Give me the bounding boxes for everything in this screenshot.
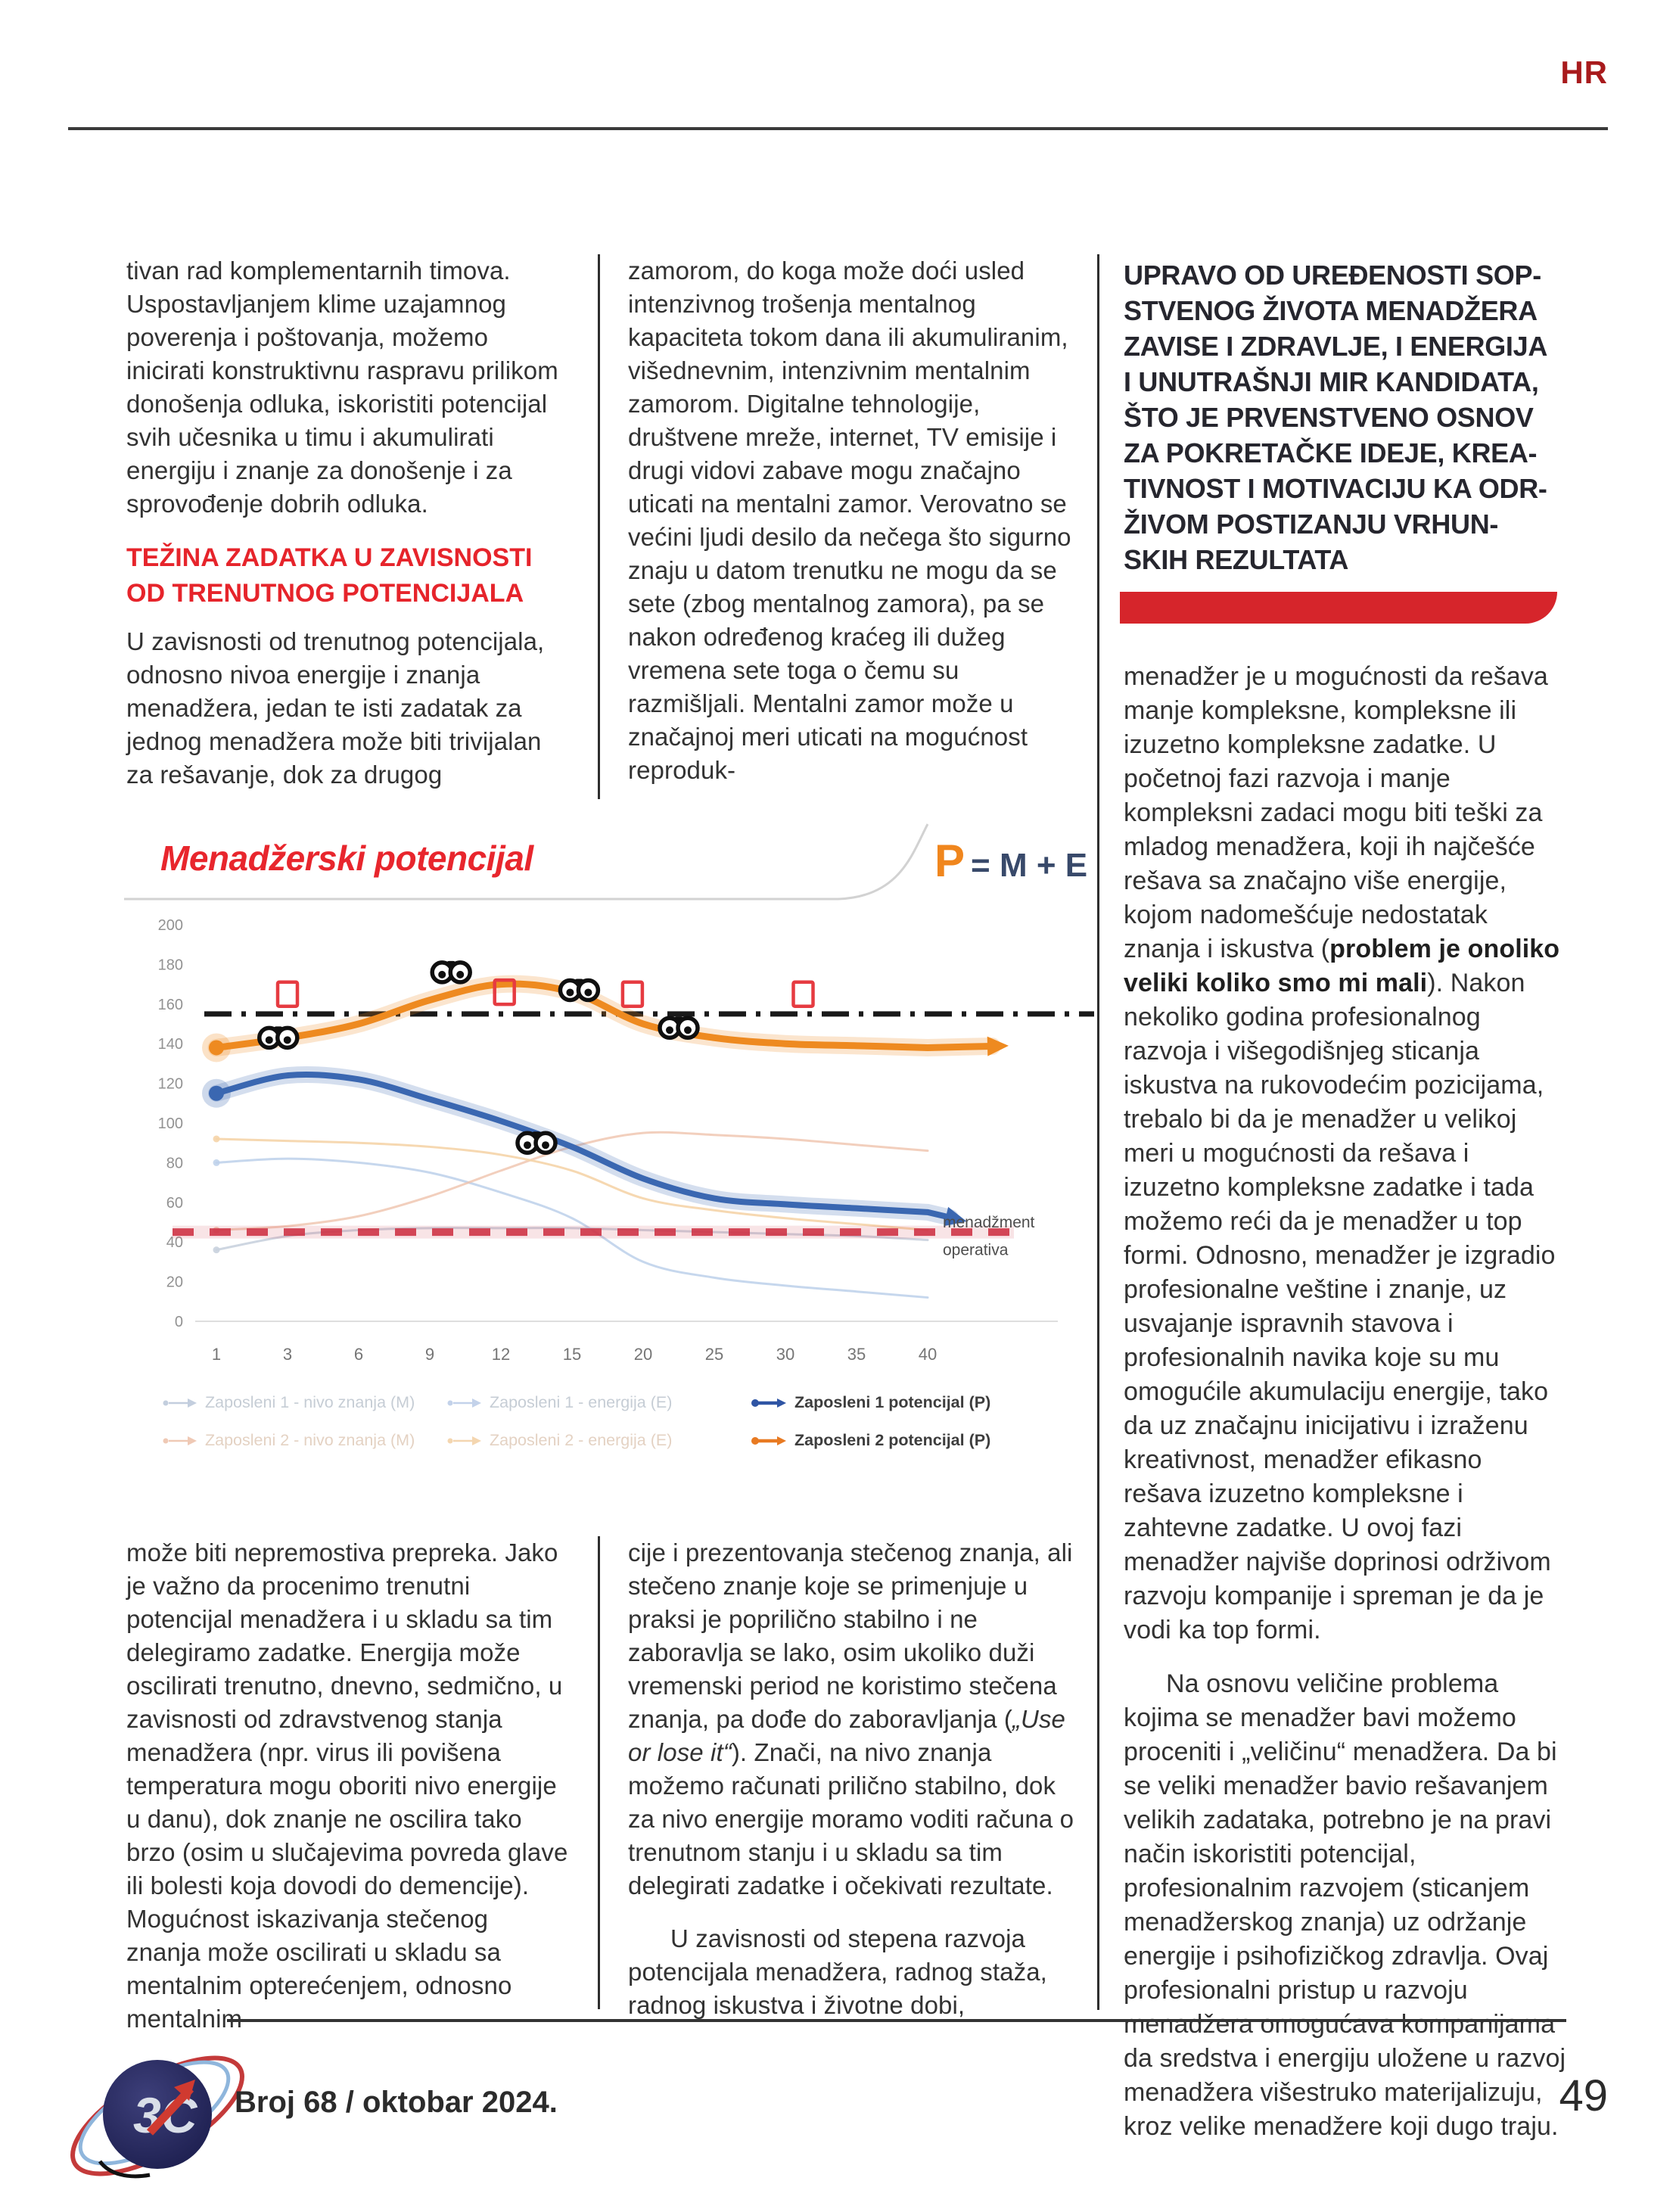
series-line-zaposleni-1-potencijal-(p) — [213, 1071, 953, 1221]
paragraph: zamorom, do koga može doći usled intenzi… — [628, 257, 1071, 784]
pull-quote-heading: UPRAVO OD UREĐENOSTI SOP- STVENOG ŽIVOTA… — [1124, 260, 1548, 575]
x-tick-label: 25 — [705, 1345, 723, 1364]
y-tick-label: 40 — [166, 1234, 183, 1251]
x-tick-label: 9 — [425, 1345, 434, 1364]
paragraph: tivan rad komplementarnih timova. Uspost… — [126, 257, 558, 518]
y-tick-label: 0 — [175, 1314, 183, 1330]
binoculars-icon — [658, 1016, 700, 1040]
text-run: cije i prezentovanja stečenog znanja, al… — [628, 1538, 1073, 1733]
column-divider-2 — [1097, 254, 1099, 2010]
column-divider-1-top — [598, 254, 600, 799]
paragraph: Na osnovu veličine problema kojima se me… — [1124, 1669, 1566, 2141]
x-tick-label: 12 — [492, 1345, 510, 1364]
y-tick-label: 120 — [158, 1076, 183, 1093]
y-tick-label: 140 — [158, 1036, 183, 1053]
series-start-dot — [209, 1040, 224, 1056]
y-tick-label: 200 — [158, 917, 183, 934]
task-marker-square — [791, 980, 815, 1008]
page-number: 49 — [1559, 2071, 1608, 2120]
text-run: menadžer je u mogućnosti da rešava manje… — [1124, 662, 1548, 963]
x-tick-label: 1 — [212, 1345, 221, 1364]
task-marker-square — [275, 980, 300, 1008]
column-2-bottom: cije i prezentovanja stečenog znanja, al… — [628, 1536, 1082, 2042]
italic-phrase: „Use or lose it“ — [628, 1705, 1066, 1766]
column-3-body: menadžer je u mogućnosti da rešava manje… — [1124, 660, 1566, 2164]
x-tick-label: 30 — [776, 1345, 794, 1364]
x-tick-label: 35 — [847, 1345, 866, 1364]
threshold-label: operativa — [943, 1242, 1009, 1259]
title-swoosh — [838, 823, 929, 901]
series-start-dot — [209, 1085, 224, 1101]
chart-title: Menadžerski potencijal — [160, 838, 533, 878]
column-1-bottom: može biti nepremostiva prepreka. Jako je… — [126, 1536, 569, 2055]
paragraph: može biti nepremostiva prepreka. Jako je… — [126, 1538, 568, 2033]
red-ribbon-divider — [1120, 592, 1557, 624]
x-tick-label: 20 — [634, 1345, 652, 1364]
task-marker-square — [620, 980, 645, 1008]
text-run: ). Znači, na nivo znanja možemo računati… — [628, 1738, 1074, 1899]
potential-chart: 0 20 40 60 80 100 120 140 160 180 200 1 3 6 9 12 15 20 25 3… — [113, 821, 1097, 1506]
paragraph: U zavisnosti od trenutnog potencijala, o… — [126, 627, 545, 789]
series-glow — [208, 1066, 959, 1226]
column-3-heading-block: UPRAVO OD UREĐENOSTI SOP- STVENOG ŽIVOTA… — [1124, 257, 1593, 577]
threshold-label: menadžment — [943, 1214, 1035, 1231]
x-tick-label: 40 — [919, 1345, 937, 1364]
formula-rest: = M + E — [971, 847, 1088, 884]
y-tick-label: 20 — [166, 1274, 183, 1291]
issue-label: Broj 68 / oktobar 2024. — [235, 2086, 558, 2119]
series-arrowhead — [987, 1036, 1009, 1056]
section-tag-hr: HR — [1560, 54, 1608, 90]
3c-logo-icon: 3C — [70, 2055, 244, 2179]
paragraph: U zavisnosti od stepena razvoja potencij… — [628, 1924, 1047, 2019]
column-divider-1-bottom — [598, 1536, 600, 2009]
header-rule — [68, 127, 1608, 130]
binoculars-icon — [515, 1131, 558, 1155]
paragraph: cije i prezentovanja stečenog znanja, al… — [628, 1536, 1082, 1902]
y-tick-label: 180 — [158, 957, 183, 973]
footer-rule — [227, 2019, 1566, 2022]
x-tick-label: 6 — [354, 1345, 363, 1364]
y-tick-label: 160 — [158, 997, 183, 1013]
task-marker-square — [493, 978, 516, 1006]
formula-p: P — [934, 835, 965, 886]
paragraph: menadžer je u mogućnosti da rešava manje… — [1124, 660, 1566, 1647]
binoculars-icon — [430, 960, 472, 985]
series-line-zaposleni-1---energija-(e) — [215, 1157, 929, 1299]
binoculars-icon — [558, 978, 601, 1003]
column-2-top: zamorom, do koga može doći usled intenzi… — [628, 254, 1082, 807]
y-tick-label: 80 — [166, 1155, 183, 1171]
chart-canvas: 0 20 40 60 80 100 120 140 160 180 200 1 3 6 9 12 15 20 25 3… — [124, 823, 1094, 1364]
y-tick-label: 60 — [166, 1195, 183, 1212]
binoculars-icon — [257, 1025, 300, 1050]
chart-formula: P = M + E — [934, 835, 1087, 887]
series-arrowhead — [944, 1206, 967, 1227]
x-tick-label: 3 — [283, 1345, 292, 1364]
bold-phrase: problem je onoliko veliki koliko smo mi … — [1124, 935, 1560, 997]
x-tick-label: 15 — [563, 1345, 581, 1364]
y-tick-label: 100 — [158, 1115, 183, 1132]
series-line-zaposleni-2---energija-(e) — [215, 1137, 929, 1231]
text-run: ). Nakon nekoliko godina profesionalnog … — [1124, 969, 1556, 1644]
section-heading: TEŽINA ZADATKA U ZAVISNOSTI OD TRENUTNOG… — [126, 543, 533, 608]
column-1-top: tivan rad komplementarnih timova. Uspost… — [126, 254, 569, 811]
